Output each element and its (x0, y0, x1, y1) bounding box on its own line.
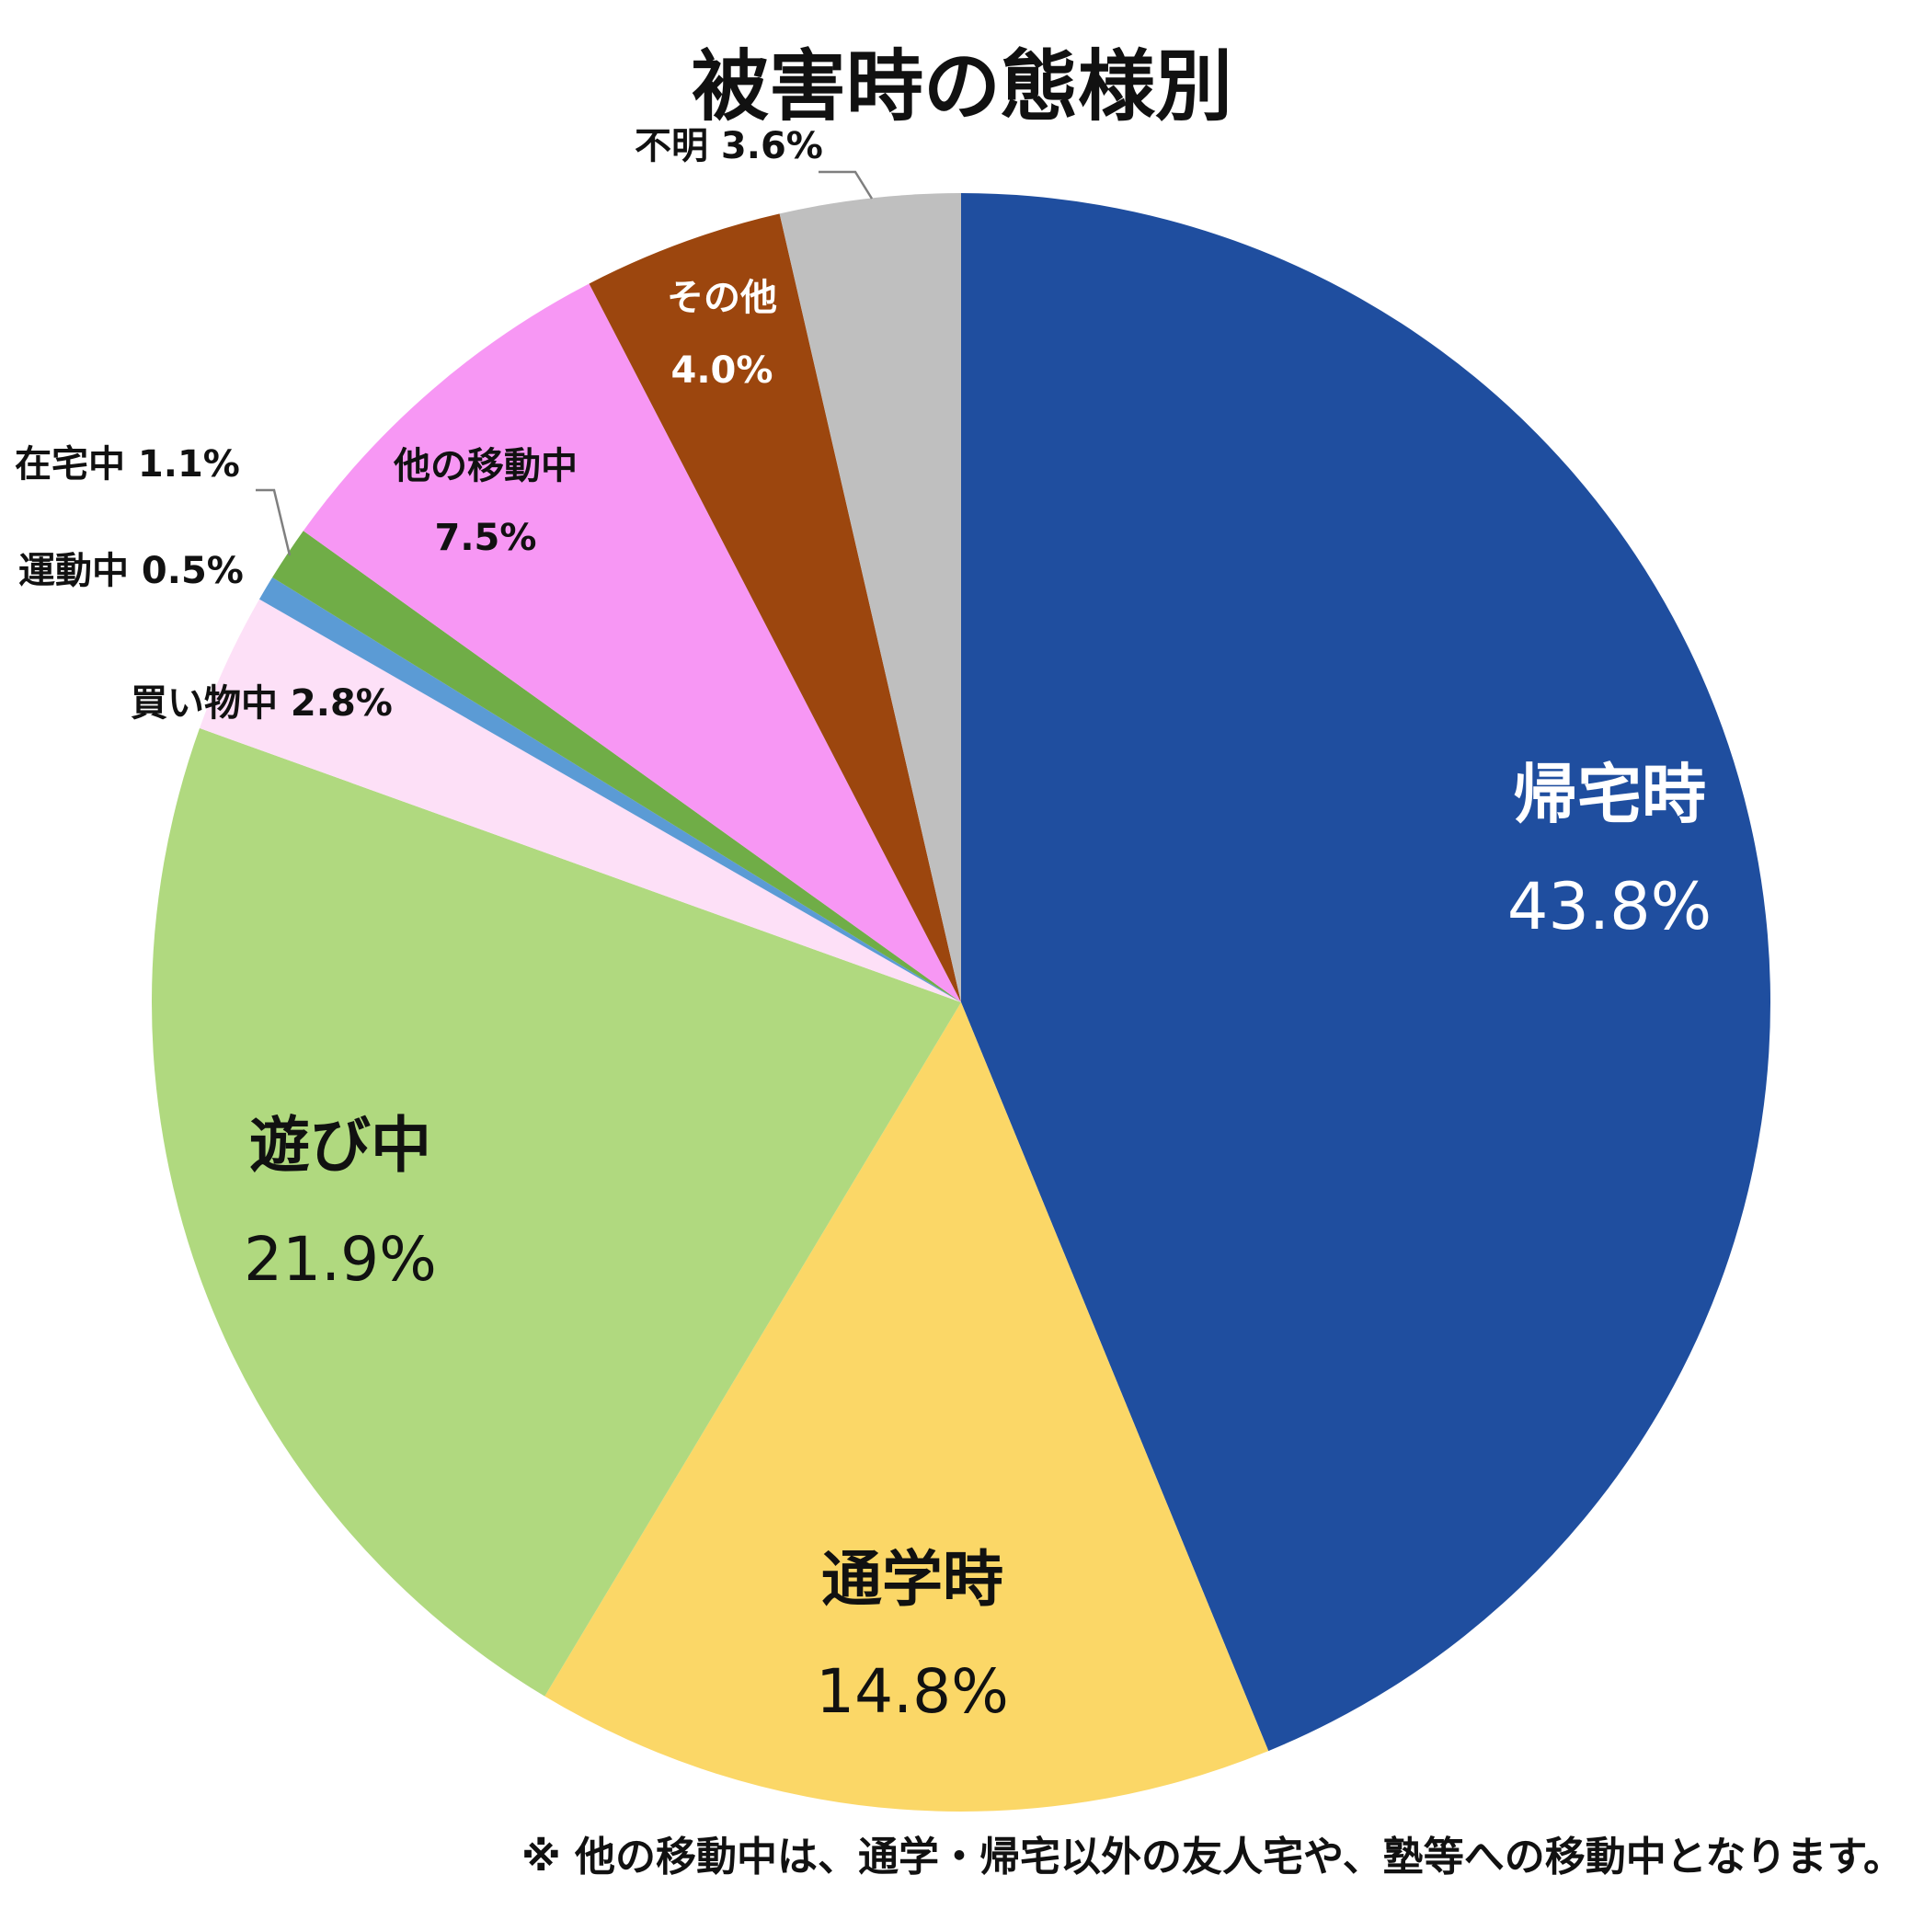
slice-8-value-label: 4.0% (671, 349, 773, 392)
slice-4-label: 買い物中 2.8% (131, 682, 393, 725)
footnote: ※ 他の移動中は、通学・帰宅以外の友人宅や、塾等への移動中となります。 (521, 1834, 1904, 1881)
slice-9-leader-line (819, 170, 874, 200)
slice-2-value-label: 14.8% (816, 1656, 1009, 1727)
slice-8-label: その他 (667, 277, 777, 319)
slice-1-value-label: 43.8% (1507, 869, 1712, 944)
slice-7-label: 他の移動中 (393, 445, 578, 487)
slice-2-wedge (544, 1002, 1269, 1812)
slice-2-label: 通学時 (821, 1544, 1003, 1615)
chart-title: 被害時の態様別 (691, 41, 1232, 131)
slice-4-wedge (200, 599, 961, 1002)
slice-3-label: 遊び中 (249, 1110, 431, 1181)
slice-8-wedge (589, 213, 961, 1003)
slice-1-label: 帰宅時 (1513, 757, 1706, 832)
slice-7-wedge (303, 283, 962, 1002)
pie-slices (151, 193, 1771, 1812)
slice-5-wedge (258, 577, 962, 1002)
slice-6-leader-line (256, 488, 292, 556)
slice-3-wedge (151, 727, 961, 1697)
slice-1-wedge (961, 193, 1771, 1752)
slice-5-label: 運動中 0.5% (18, 550, 244, 592)
slice-9-label: 不明 3.6% (635, 125, 823, 167)
slice-7-value-label: 7.5% (435, 517, 537, 559)
slice-3-value-label: 21.9% (244, 1224, 437, 1295)
slice-6-label: 在宅中 1.1% (15, 443, 240, 486)
leader-lines (256, 170, 874, 556)
slice-labels: 帰宅時 43.8% 通学時 14.8% 遊び中 21.9% 買い物中 2.8% 運動中 0.5… (15, 125, 1712, 1727)
slice-9-wedge (779, 193, 961, 1002)
slice-6-wedge (272, 531, 961, 1002)
